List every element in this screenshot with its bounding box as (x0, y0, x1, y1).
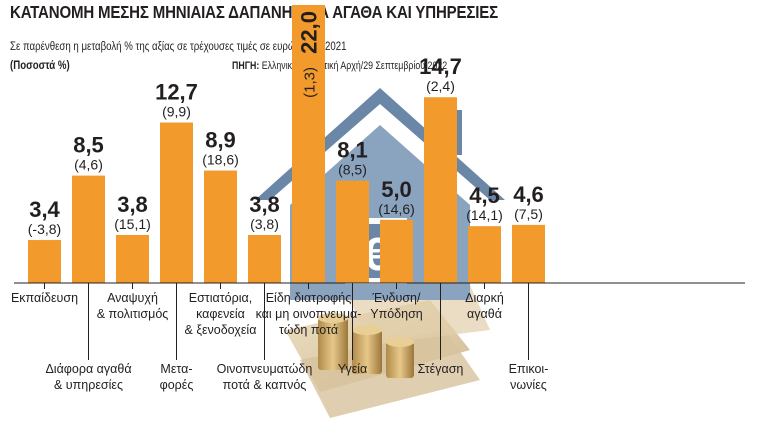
bar (424, 97, 457, 283)
bar (204, 170, 237, 283)
value-label: 3,4 (29, 197, 60, 222)
value-label: 12,7 (155, 80, 198, 105)
category-label: Μετα- (160, 362, 192, 376)
category-label: Υγεία (338, 362, 368, 376)
category-label: & πολιτισμός (97, 307, 169, 321)
category-label: Εκπαίδευση (11, 291, 78, 305)
change-label: (2,4) (426, 78, 455, 94)
bar (72, 175, 105, 283)
change-label: (15,1) (114, 216, 151, 232)
category-label: Είδη διατροφής (266, 291, 352, 305)
bar (160, 122, 193, 283)
coin-stack (386, 342, 414, 378)
category-label: & υπηρεσίες (54, 378, 123, 392)
change-label: (14,6) (378, 201, 415, 217)
bar (336, 180, 369, 283)
source-label: ΠΗΓΗ: (232, 60, 260, 72)
value-label: 3,8 (249, 192, 280, 217)
category-label: αγαθά (467, 307, 502, 321)
category-label: Διαρκή (465, 291, 504, 305)
coin-stack (318, 318, 348, 370)
coin-top (318, 313, 348, 323)
category-label: φορές (160, 378, 194, 392)
category-label: τώδη ποτά (279, 323, 338, 337)
change-label: (-3,8) (28, 221, 61, 237)
change-label: (1,3) (302, 67, 319, 98)
category-label: Οινοπνευματώδη (217, 362, 313, 376)
unit-label: (Ποσοστά %) (10, 60, 70, 72)
category-label: Διάφορα αγαθά (45, 362, 131, 376)
bar-group (28, 5, 545, 283)
category-label: Εστιατόρια, (189, 291, 252, 305)
value-label: 8,5 (73, 133, 104, 158)
bar (28, 240, 61, 283)
change-label: (8,5) (338, 162, 367, 178)
value-label: 3,8 (117, 192, 148, 217)
bar (380, 219, 413, 283)
category-label: καφενεία (196, 307, 245, 321)
category-label: Υπόδηση (370, 307, 423, 321)
category-label: Στέγαση (418, 362, 464, 376)
category-label: Ένδυση/ (372, 291, 422, 305)
house-roof (255, 88, 505, 200)
bar (292, 5, 325, 283)
money-illustration (285, 285, 490, 418)
category-label: ποτά & καπνός (223, 378, 307, 392)
category-label: Αναψυχή (107, 291, 158, 305)
change-label: (14,1) (466, 207, 503, 223)
chart-subtitle: Σε παρένθεση η μεταβολή % της αξίας σε τ… (10, 41, 347, 53)
bar (248, 234, 281, 283)
change-label: (7,5) (514, 206, 543, 222)
change-label: (3,8) (250, 216, 279, 232)
change-label: (9,9) (162, 104, 191, 120)
value-label: 5,0 (381, 177, 412, 202)
chart-title: ΚΑΤΑΝΟΜΗ ΜΕΣΗΣ ΜΗΝΙΑΙΑΣ ΔΑΠΑΝΗΣ ΓΙΑ ΑΓΑΘ… (10, 2, 499, 22)
coin-top (386, 337, 414, 347)
value-label: 4,5 (469, 183, 500, 208)
value-label: 22,0 (297, 11, 322, 54)
category-label: νωνίες (510, 378, 547, 392)
category-label: και μη οινοπνευμα- (256, 307, 362, 321)
coin-stack (352, 330, 382, 374)
value-label: 8,9 (205, 128, 236, 153)
bar (116, 234, 149, 283)
change-label: (4,6) (74, 157, 103, 173)
value-label: 14,7 (419, 54, 462, 79)
value-label: 4,6 (513, 182, 544, 207)
coin-top (352, 325, 382, 335)
bar (512, 224, 545, 283)
label-group: (-3,8)3,4 Εκπαίδευση (4,6)8,5 Διάφορα αγαθά… (11, 11, 548, 392)
value-label: 8,1 (337, 138, 368, 163)
category-label: Επικοι- (509, 362, 549, 376)
bar (468, 226, 501, 283)
category-label: & ξενοδοχεία (185, 323, 257, 337)
change-label: (18,6) (202, 152, 239, 168)
